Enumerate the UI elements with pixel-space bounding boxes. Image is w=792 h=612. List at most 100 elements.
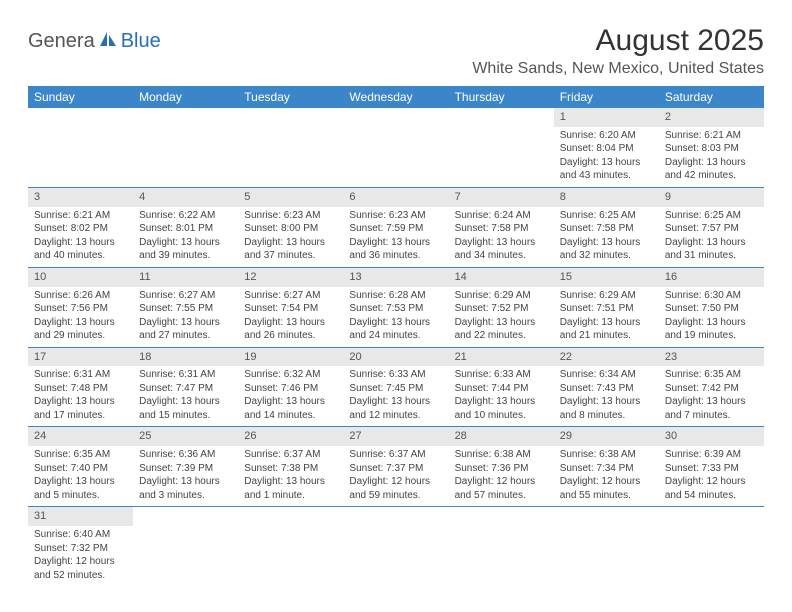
- calendar-cell: 8Sunrise: 6:25 AMSunset: 7:58 PMDaylight…: [554, 187, 659, 267]
- day-number: 28: [449, 427, 554, 446]
- day-content: Sunrise: 6:33 AMSunset: 7:45 PMDaylight:…: [343, 366, 448, 426]
- day-content: [554, 511, 659, 517]
- day-content: Sunrise: 6:35 AMSunset: 7:40 PMDaylight:…: [28, 446, 133, 506]
- day-number: 4: [133, 188, 238, 207]
- daylight-text: Daylight: 13 hours and 31 minutes.: [665, 236, 758, 263]
- day-content: [449, 112, 554, 118]
- sunrise-text: Sunrise: 6:39 AM: [665, 448, 758, 462]
- day-number: 14: [449, 268, 554, 287]
- sunset-text: Sunset: 8:01 PM: [139, 222, 232, 236]
- calendar-cell: 9Sunrise: 6:25 AMSunset: 7:57 PMDaylight…: [659, 187, 764, 267]
- calendar-cell: [449, 108, 554, 187]
- calendar-cell: 20Sunrise: 6:33 AMSunset: 7:45 PMDayligh…: [343, 347, 448, 427]
- day-content: Sunrise: 6:21 AMSunset: 8:02 PMDaylight:…: [28, 207, 133, 267]
- month-title: August 2025: [472, 24, 764, 58]
- daylight-text: Daylight: 13 hours and 3 minutes.: [139, 475, 232, 502]
- daylight-text: Daylight: 13 hours and 40 minutes.: [34, 236, 127, 263]
- calendar-cell: 6Sunrise: 6:23 AMSunset: 7:59 PMDaylight…: [343, 187, 448, 267]
- calendar-cell: [238, 108, 343, 187]
- sunrise-text: Sunrise: 6:34 AM: [560, 368, 653, 382]
- sail-icon: [98, 30, 118, 53]
- sunset-text: Sunset: 8:00 PM: [244, 222, 337, 236]
- day-content: Sunrise: 6:26 AMSunset: 7:56 PMDaylight:…: [28, 287, 133, 347]
- day-number: 26: [238, 427, 343, 446]
- daylight-text: Daylight: 13 hours and 32 minutes.: [560, 236, 653, 263]
- sunrise-text: Sunrise: 6:23 AM: [244, 209, 337, 223]
- calendar-cell: [343, 108, 448, 187]
- sunset-text: Sunset: 7:39 PM: [139, 462, 232, 476]
- sunset-text: Sunset: 7:47 PM: [139, 382, 232, 396]
- day-content: Sunrise: 6:30 AMSunset: 7:50 PMDaylight:…: [659, 287, 764, 347]
- sunset-text: Sunset: 7:57 PM: [665, 222, 758, 236]
- calendar-cell: 5Sunrise: 6:23 AMSunset: 8:00 PMDaylight…: [238, 187, 343, 267]
- sunset-text: Sunset: 7:43 PM: [560, 382, 653, 396]
- daylight-text: Daylight: 13 hours and 22 minutes.: [455, 316, 548, 343]
- calendar-cell: [28, 108, 133, 187]
- day-number: 20: [343, 348, 448, 367]
- sunset-text: Sunset: 7:55 PM: [139, 302, 232, 316]
- daylight-text: Daylight: 13 hours and 24 minutes.: [349, 316, 442, 343]
- calendar-cell: 29Sunrise: 6:38 AMSunset: 7:34 PMDayligh…: [554, 427, 659, 507]
- sunset-text: Sunset: 7:32 PM: [34, 542, 127, 556]
- daylight-text: Daylight: 13 hours and 14 minutes.: [244, 395, 337, 422]
- day-content: Sunrise: 6:22 AMSunset: 8:01 PMDaylight:…: [133, 207, 238, 267]
- sunset-text: Sunset: 7:51 PM: [560, 302, 653, 316]
- day-number: 12: [238, 268, 343, 287]
- calendar-cell: 24Sunrise: 6:35 AMSunset: 7:40 PMDayligh…: [28, 427, 133, 507]
- day-content: Sunrise: 6:37 AMSunset: 7:38 PMDaylight:…: [238, 446, 343, 506]
- brand-text-1: Genera: [28, 30, 95, 53]
- calendar-cell: 14Sunrise: 6:29 AMSunset: 7:52 PMDayligh…: [449, 267, 554, 347]
- calendar-cell: 3Sunrise: 6:21 AMSunset: 8:02 PMDaylight…: [28, 187, 133, 267]
- day-content: [659, 511, 764, 517]
- day-number: 11: [133, 268, 238, 287]
- daylight-text: Daylight: 12 hours and 54 minutes.: [665, 475, 758, 502]
- sunset-text: Sunset: 7:56 PM: [34, 302, 127, 316]
- weekday-header: Thursday: [449, 86, 554, 108]
- calendar-cell: 30Sunrise: 6:39 AMSunset: 7:33 PMDayligh…: [659, 427, 764, 507]
- page-header: Genera Blue August 2025 White Sands, New…: [28, 24, 764, 78]
- sunrise-text: Sunrise: 6:23 AM: [349, 209, 442, 223]
- daylight-text: Daylight: 13 hours and 10 minutes.: [455, 395, 548, 422]
- sunset-text: Sunset: 7:48 PM: [34, 382, 127, 396]
- sunrise-text: Sunrise: 6:37 AM: [244, 448, 337, 462]
- sunrise-text: Sunrise: 6:30 AM: [665, 289, 758, 303]
- daylight-text: Daylight: 13 hours and 15 minutes.: [139, 395, 232, 422]
- day-content: Sunrise: 6:27 AMSunset: 7:55 PMDaylight:…: [133, 287, 238, 347]
- weekday-header: Friday: [554, 86, 659, 108]
- day-number: 8: [554, 188, 659, 207]
- day-content: [238, 511, 343, 517]
- day-content: Sunrise: 6:39 AMSunset: 7:33 PMDaylight:…: [659, 446, 764, 506]
- sunrise-text: Sunrise: 6:35 AM: [34, 448, 127, 462]
- calendar-cell: 13Sunrise: 6:28 AMSunset: 7:53 PMDayligh…: [343, 267, 448, 347]
- sunset-text: Sunset: 7:38 PM: [244, 462, 337, 476]
- sunrise-text: Sunrise: 6:38 AM: [455, 448, 548, 462]
- sunset-text: Sunset: 7:36 PM: [455, 462, 548, 476]
- day-content: Sunrise: 6:40 AMSunset: 7:32 PMDaylight:…: [28, 526, 133, 586]
- sunrise-text: Sunrise: 6:36 AM: [139, 448, 232, 462]
- daylight-text: Daylight: 13 hours and 19 minutes.: [665, 316, 758, 343]
- day-content: [133, 112, 238, 118]
- daylight-text: Daylight: 12 hours and 59 minutes.: [349, 475, 442, 502]
- weekday-header: Tuesday: [238, 86, 343, 108]
- day-number: 22: [554, 348, 659, 367]
- calendar-cell: [133, 507, 238, 586]
- daylight-text: Daylight: 13 hours and 43 minutes.: [560, 156, 653, 183]
- sunset-text: Sunset: 7:34 PM: [560, 462, 653, 476]
- sunset-text: Sunset: 8:02 PM: [34, 222, 127, 236]
- calendar-cell: 25Sunrise: 6:36 AMSunset: 7:39 PMDayligh…: [133, 427, 238, 507]
- sunset-text: Sunset: 7:37 PM: [349, 462, 442, 476]
- sunrise-text: Sunrise: 6:24 AM: [455, 209, 548, 223]
- day-number: 6: [343, 188, 448, 207]
- sunset-text: Sunset: 7:42 PM: [665, 382, 758, 396]
- daylight-text: Daylight: 13 hours and 26 minutes.: [244, 316, 337, 343]
- day-number: 9: [659, 188, 764, 207]
- day-number: 18: [133, 348, 238, 367]
- calendar-cell: 22Sunrise: 6:34 AMSunset: 7:43 PMDayligh…: [554, 347, 659, 427]
- daylight-text: Daylight: 12 hours and 55 minutes.: [560, 475, 653, 502]
- day-number: 21: [449, 348, 554, 367]
- day-content: Sunrise: 6:36 AMSunset: 7:39 PMDaylight:…: [133, 446, 238, 506]
- day-number: 25: [133, 427, 238, 446]
- calendar-row: 1Sunrise: 6:20 AMSunset: 8:04 PMDaylight…: [28, 108, 764, 187]
- day-number: 16: [659, 268, 764, 287]
- sunrise-text: Sunrise: 6:31 AM: [34, 368, 127, 382]
